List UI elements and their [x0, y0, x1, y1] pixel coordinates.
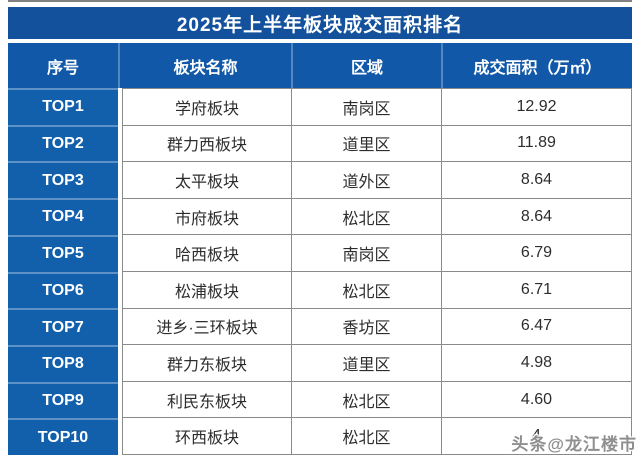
area-value-cell: 6.79	[442, 235, 632, 272]
area-value-cell: 12.92	[442, 89, 632, 126]
district-cell: 南岗区	[292, 235, 442, 272]
rank-cell: TOP9	[8, 381, 118, 419]
rank-cell: TOP3	[8, 161, 118, 199]
block-name-cell: 群力西板块	[123, 125, 292, 163]
district-cell: 道里区	[292, 345, 442, 382]
column-header-district: 区域	[291, 43, 441, 88]
table-body: 学府板块 南岗区 12.92 群力西板块 道里区 11.89 太平板块 道外区 …	[122, 88, 632, 455]
table-row: 群力西板块 道里区 11.89	[123, 125, 632, 163]
column-header-area: 成交面积（万㎡）	[441, 43, 632, 88]
district-cell: 香坊区	[292, 308, 442, 346]
table-row: 利民东板块 松北区 4.60	[123, 381, 632, 419]
table-header-row: 序号 板块名称 区域 成交面积（万㎡）	[8, 43, 632, 88]
rank-cell: TOP7	[8, 308, 118, 345]
table-row: 市府板块 松北区 8.64	[123, 198, 632, 236]
table-row: 哈西板块 南岗区 6.79	[123, 235, 632, 272]
rank-cell: TOP1	[8, 88, 118, 125]
rank-cell: TOP5	[8, 234, 118, 272]
district-cell: 松北区	[292, 381, 442, 419]
table-row: 环西板块 松北区 4	[123, 418, 632, 455]
table-row: 学府板块 南岗区 12.92	[123, 89, 632, 126]
area-value-cell: 4.98	[442, 345, 632, 382]
rank-column: TOP1 TOP2 TOP3 TOP4 TOP5 TOP6 TOP7 TOP8 …	[8, 88, 118, 456]
block-name-cell: 群力东板块	[123, 345, 292, 382]
block-name-cell: 环西板块	[123, 418, 292, 455]
table-title: 2025年上半年板块成交面积排名	[176, 14, 464, 36]
area-value-cell: 6.47	[442, 308, 632, 346]
area-value-cell: 8.64	[442, 162, 632, 199]
table-row: 松浦板块 松北区 6.71	[123, 271, 632, 309]
block-name-cell: 哈西板块	[123, 235, 292, 272]
district-cell: 道外区	[292, 162, 442, 199]
district-cell: 南岗区	[292, 89, 442, 126]
rank-cell: TOP10	[8, 418, 118, 456]
district-cell: 松北区	[292, 198, 442, 236]
area-value-cell: 11.89	[442, 125, 632, 163]
top-divider-line	[8, 0, 632, 2]
district-cell: 松北区	[292, 418, 442, 455]
area-value-cell: 4.60	[442, 381, 632, 419]
table-row: 太平板块 道外区 8.64	[123, 162, 632, 199]
column-header-block-name: 板块名称	[118, 43, 291, 88]
table-title-bar: 2025年上半年板块成交面积排名	[8, 7, 632, 39]
rank-cell: TOP4	[8, 198, 118, 235]
block-name-cell: 市府板块	[123, 198, 292, 236]
area-value-cell: 4	[442, 418, 632, 455]
block-name-cell: 松浦板块	[123, 271, 292, 309]
table-row: 进乡·三环板块 香坊区 6.47	[123, 308, 632, 346]
watermark: 头条@龙江楼市	[511, 435, 637, 454]
block-name-cell: 进乡·三环板块	[123, 308, 292, 346]
district-cell: 道里区	[292, 125, 442, 163]
area-value-cell: 8.64	[442, 198, 632, 236]
block-name-cell: 太平板块	[123, 162, 292, 199]
area-value-cell: 6.71	[442, 271, 632, 309]
rank-cell: TOP8	[8, 344, 118, 382]
block-name-cell: 学府板块	[123, 89, 292, 126]
table-row: 群力东板块 道里区 4.98	[123, 345, 632, 382]
column-header-rank: 序号	[46, 59, 79, 77]
rank-cell: TOP2	[8, 124, 118, 162]
rank-cell: TOP6	[8, 271, 118, 309]
block-name-cell: 利民东板块	[123, 381, 292, 419]
district-cell: 松北区	[292, 271, 442, 309]
